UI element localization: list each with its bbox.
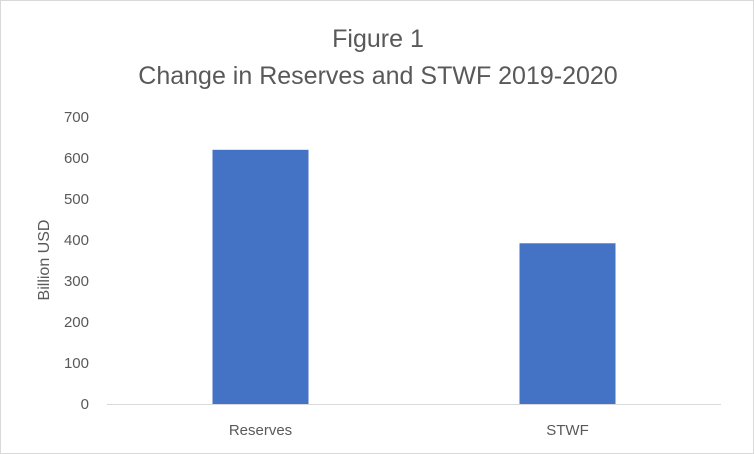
y-tick-label: 400	[64, 232, 89, 249]
y-axis-label: Billion USD	[36, 220, 53, 301]
y-tick-label: 100	[64, 355, 89, 372]
y-tick-label: 0	[81, 396, 89, 413]
chart-title: Figure 1	[332, 25, 424, 53]
y-tick-label: 200	[64, 314, 89, 331]
bar-stwf	[519, 243, 616, 404]
x-axis-ticks: Reserves STWF	[229, 422, 589, 439]
y-axis-ticks: 0 100 200 300 400 500 600 700	[64, 109, 89, 413]
bar-reserves	[212, 149, 309, 404]
x-tick-label-reserves: Reserves	[229, 422, 292, 439]
bars-group	[212, 149, 616, 404]
x-tick-label-stwf: STWF	[546, 422, 589, 439]
y-tick-label: 600	[64, 150, 89, 167]
chart-subtitle: Change in Reserves and STWF 2019-2020	[138, 62, 617, 90]
y-tick-label: 300	[64, 273, 89, 290]
y-tick-label: 500	[64, 191, 89, 208]
y-tick-label: 700	[64, 109, 89, 126]
